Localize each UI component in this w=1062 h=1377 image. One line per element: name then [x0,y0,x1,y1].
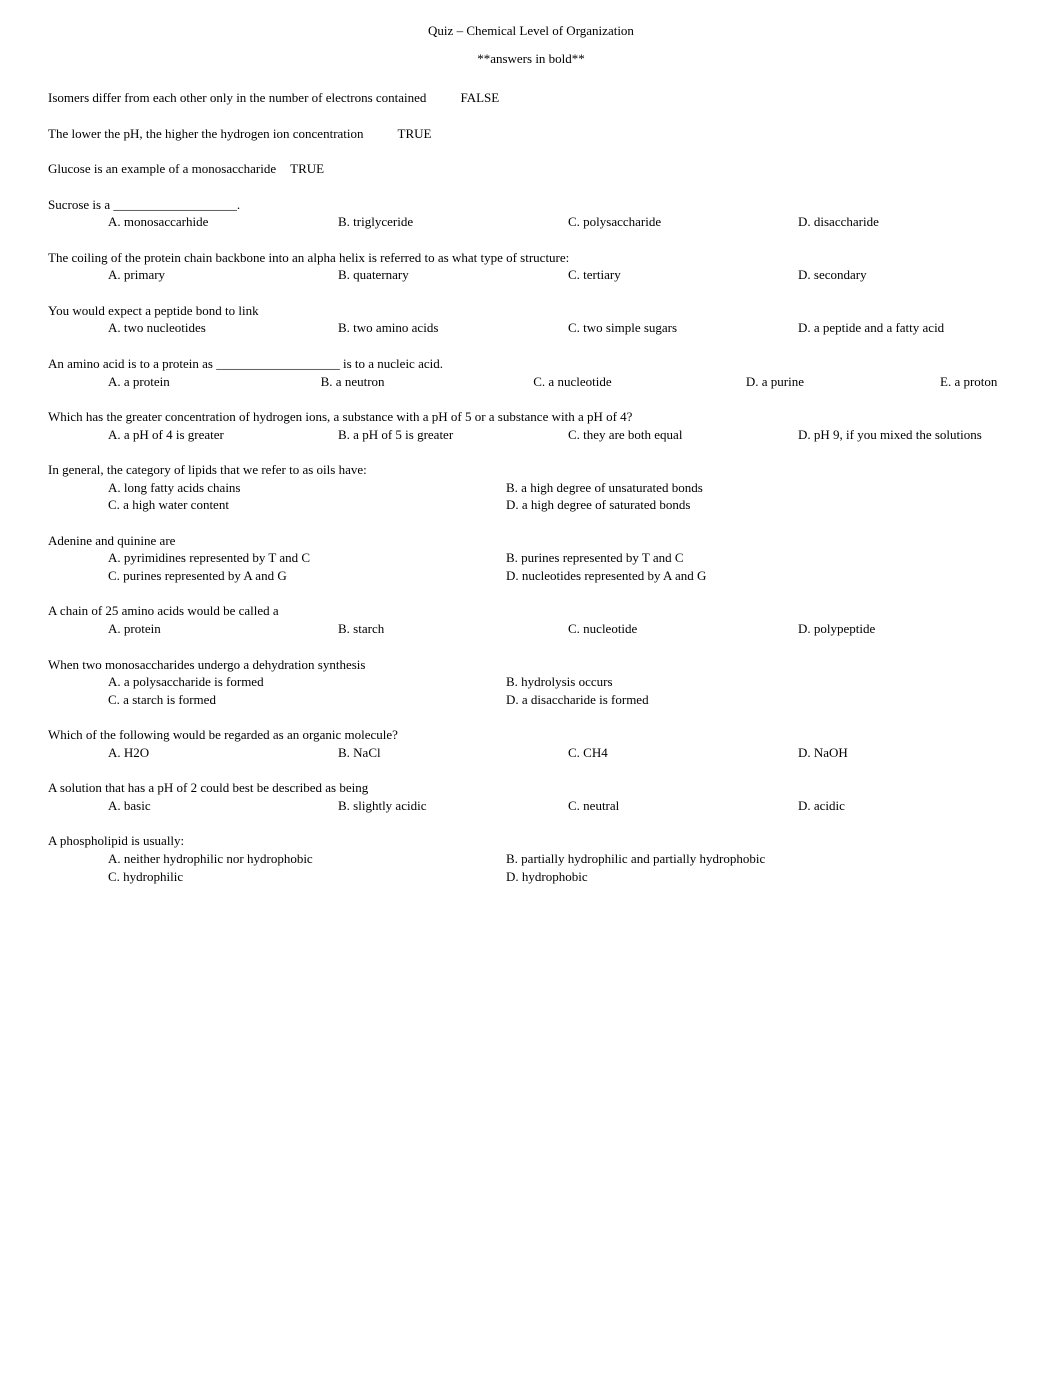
question-11-option-a: A. protein [108,620,338,638]
question-2-stem: The lower the pH, the higher the hydroge… [48,125,364,143]
question-5-option-d: D. secondary [798,266,1008,284]
question-7-option-c: C. a nucleotide [533,373,746,391]
question-12-option-a: A. a polysaccharide is formed [108,673,506,691]
page-title: Quiz – Chemical Level of Organization [48,22,1014,40]
question-7-option-a: A. a protein [108,373,321,391]
question-2: The lower the pH, the higher the hydroge… [48,125,1014,143]
question-14: A solution that has a pH of 2 could best… [48,779,1014,814]
question-8-stem: Which has the greater concentration of h… [48,408,1014,426]
question-10-option-a: A. pyrimidines represented by T and C [108,549,506,567]
question-8: Which has the greater concentration of h… [48,408,1014,443]
question-5: The coiling of the protein chain backbon… [48,249,1014,284]
question-10-stem: Adenine and quinine are [48,532,1014,550]
question-9: In general, the category of lipids that … [48,461,1014,514]
question-10-option-c: C. purines represented by A and G [108,567,506,585]
question-6: You would expect a peptide bond to link … [48,302,1014,337]
question-4-option-a: A. monosaccarhide [108,213,338,231]
question-13-option-d: D. NaOH [798,744,1008,762]
question-5-option-b: B. quaternary [338,266,568,284]
question-13-option-c: C. CH4 [568,744,798,762]
question-13-stem: Which of the following would be regarded… [48,726,1014,744]
question-3-answer: TRUE [290,160,324,178]
question-11-option-c: C. nucleotide [568,620,798,638]
question-15-option-d: D. hydrophobic [506,868,1014,886]
question-10: Adenine and quinine are A. pyrimidines r… [48,532,1014,585]
question-12-option-c: C. a starch is formed [108,691,506,709]
question-9-option-d: D. a high degree of saturated bonds [506,496,1014,514]
question-11-stem: A chain of 25 amino acids would be calle… [48,602,1014,620]
question-6-option-d: D. a peptide and a fatty acid [798,319,1008,337]
question-12: When two monosaccharides undergo a dehyd… [48,656,1014,709]
question-4-option-d: D. disaccharide [798,213,1008,231]
question-6-option-a: A. two nucleotides [108,319,338,337]
question-4-option-c: C. polysaccharide [568,213,798,231]
question-15-stem: A phospholipid is usually: [48,832,1014,850]
question-13: Which of the following would be regarded… [48,726,1014,761]
question-1-stem: Isomers differ from each other only in t… [48,89,426,107]
question-4-option-b: B. triglyceride [338,213,568,231]
question-6-stem: You would expect a peptide bond to link [48,302,1014,320]
question-14-option-c: C. neutral [568,797,798,815]
question-8-option-d: D. pH 9, if you mixed the solutions [798,426,1008,444]
question-5-option-c: C. tertiary [568,266,798,284]
question-11: A chain of 25 amino acids would be calle… [48,602,1014,637]
question-8-option-c: C. they are both equal [568,426,798,444]
question-1-answer: FALSE [460,89,499,107]
question-12-option-d: D. a disaccharide is formed [506,691,1014,709]
page-subtitle: **answers in bold** [48,50,1014,68]
question-2-answer: TRUE [398,125,432,143]
question-15-option-c: C. hydrophilic [108,868,506,886]
question-4: Sucrose is a ___________________. A. mon… [48,196,1014,231]
question-14-stem: A solution that has a pH of 2 could best… [48,779,1014,797]
question-15-option-b: B. partially hydrophilic and partially h… [506,850,1014,868]
question-11-option-d: D. polypeptide [798,620,1008,638]
question-13-option-a: A. H2O [108,744,338,762]
question-11-option-b: B. starch [338,620,568,638]
question-15: A phospholipid is usually: A. neither hy… [48,832,1014,885]
question-14-option-b: B. slightly acidic [338,797,568,815]
question-7-option-e: E. a proton [940,373,1014,391]
question-15-option-a: A. neither hydrophilic nor hydrophobic [108,850,506,868]
question-4-stem: Sucrose is a ___________________. [48,196,1014,214]
question-3-stem: Glucose is an example of a monosaccharid… [48,160,276,178]
question-14-option-a: A. basic [108,797,338,815]
question-10-option-b: B. purines represented by T and C [506,549,1014,567]
question-5-stem: The coiling of the protein chain backbon… [48,249,1014,267]
question-12-stem: When two monosaccharides undergo a dehyd… [48,656,1014,674]
question-13-option-b: B. NaCl [338,744,568,762]
question-7: An amino acid is to a protein as _______… [48,355,1014,390]
question-9-stem: In general, the category of lipids that … [48,461,1014,479]
question-7-option-b: B. a neutron [321,373,534,391]
question-7-option-d: D. a purine [746,373,940,391]
quiz-page: Quiz – Chemical Level of Organization **… [0,0,1062,1377]
question-8-option-b: B. a pH of 5 is greater [338,426,568,444]
question-9-option-a: A. long fatty acids chains [108,479,506,497]
question-5-option-a: A. primary [108,266,338,284]
question-12-option-b: B. hydrolysis occurs [506,673,1014,691]
question-14-option-d: D. acidic [798,797,1008,815]
question-6-option-c: C. two simple sugars [568,319,798,337]
question-9-option-b: B. a high degree of unsaturated bonds [506,479,1014,497]
question-10-option-d: D. nucleotides represented by A and G [506,567,1014,585]
question-3: Glucose is an example of a monosaccharid… [48,160,1014,178]
question-6-option-b: B. two amino acids [338,319,568,337]
question-1: Isomers differ from each other only in t… [48,89,1014,107]
question-9-option-c: C. a high water content [108,496,506,514]
question-8-option-a: A. a pH of 4 is greater [108,426,338,444]
question-7-stem: An amino acid is to a protein as _______… [48,355,1014,373]
